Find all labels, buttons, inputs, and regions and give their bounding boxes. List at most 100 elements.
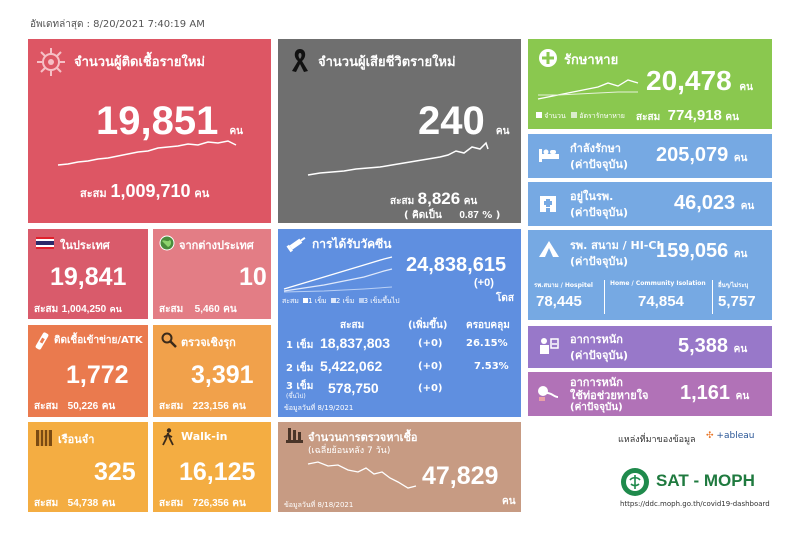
lab-test-icon [286, 428, 303, 443]
field-hospital-title: รพ. สนาม / HI-CI [570, 239, 661, 252]
vaccine-row-2-delta: (+0) [418, 361, 443, 372]
severe-card[interactable]: อาการหนัก (ค่าปัจจุบัน) 5,388 คน [528, 326, 772, 368]
vaccine-header-coverage: ครอบคลุม [466, 320, 510, 331]
data-source-label: แหล่งที่มาของข้อมูล [618, 435, 696, 445]
vaccine-row-3-note: (ขึ้นไป) [286, 393, 306, 400]
vaccine-row-3-total: 578,750 [328, 380, 379, 396]
field-hospital-value: 159,056 คน [656, 240, 748, 262]
vaccine-row-1-delta: (+0) [418, 338, 443, 349]
hospital-building-icon [540, 196, 556, 212]
domestic-title: ในประเทศ [60, 239, 110, 252]
severe-subtitle: (ค่าปัจจุบัน) [570, 349, 628, 362]
domestic-card[interactable]: ในประเทศ 19,841 สะสม 1,004,250 คน [28, 229, 148, 319]
severe-value: 5,388 คน [678, 335, 748, 357]
severe-unit: คน [733, 344, 748, 355]
prison-title: เรือนจำ [58, 433, 95, 446]
walkin-value: 16,125 [179, 458, 256, 486]
ventilator-unit: คน [735, 391, 750, 402]
field-col-1-value: 78,445 [536, 293, 582, 310]
magnifier-icon [161, 332, 177, 348]
hospital-subtitle: (ค่าปัจจุบัน) [570, 206, 628, 219]
deaths-sparkline [307, 141, 489, 176]
treating-subtitle: (ค่าปัจจุบัน) [570, 158, 628, 171]
foreign-title: จากต่างประเทศ [179, 239, 254, 252]
tableau-cross-icon: ✣ [706, 431, 714, 441]
deaths-title: จำนวนผู้เสียชีวิตรายใหม่ [318, 55, 456, 70]
recovered-card[interactable]: รักษาหาย 20,478 คน จำนวน อัตรารักษาหาย ส… [528, 39, 772, 129]
moph-seal-icon [621, 468, 649, 496]
recovered-unit: คน [739, 82, 753, 93]
field-divider-1 [604, 280, 605, 314]
walking-person-icon [162, 428, 174, 446]
domestic-value: 19,841 [50, 263, 127, 291]
treating-unit: คน [733, 153, 748, 164]
walkin-card[interactable]: Walk-in 16,125 สะสม 726,356 คน [153, 422, 271, 512]
virus-icon [37, 48, 65, 76]
vaccine-card[interactable]: การได้รับวัคซีน 24,838,615 (+0) โดส สะสม… [278, 229, 521, 417]
field-divider-2 [712, 280, 713, 314]
sat-moph-brand: SAT - MOPH [656, 471, 755, 490]
foreign-cumulative: สะสม 5,460 คน [159, 304, 237, 315]
vaccine-trend-chart [283, 256, 393, 293]
vaccine-delta: (+0) [474, 277, 494, 289]
ventilator-icon [538, 386, 559, 401]
hospital-bed-icon [539, 149, 559, 162]
atk-value: 1,772 [66, 361, 129, 389]
thai-flag-icon [36, 237, 54, 249]
field-col-2-label: Home / Community Isolation [610, 280, 706, 287]
hospital-value: 46,023 คน [674, 192, 755, 214]
ventilator-card[interactable]: อาการหนัก ใช้ท่อช่วยหายใจ (ค่าปัจจุบัน) … [528, 372, 772, 416]
deaths-value: 240 คน [418, 99, 510, 143]
vaccine-value: 24,838,615 [406, 254, 507, 276]
prison-value: 325 [94, 458, 136, 486]
field-col-2-value: 74,854 [638, 293, 684, 310]
vaccine-row-3-dose: 3 เข็ม [286, 381, 314, 392]
foreign-card[interactable]: จากต่างประเทศ 10 สะสม 5,460 คน [153, 229, 271, 319]
deaths-card[interactable]: จำนวนผู้เสียชีวิตรายใหม่ 240 คน สะสม 8,8… [278, 39, 521, 223]
atk-title: ติดเชื้อเข้าข่าย/ATK [54, 335, 143, 346]
field-hospital-card[interactable]: รพ. สนาม / HI-CI (ค่าปัจจุบัน) 159,056 ค… [528, 230, 772, 320]
tests-title: จำนวนการตรวจหาเชื้อ [308, 431, 418, 444]
new-cases-sparkline [57, 140, 237, 166]
vaccine-title: การได้รับวัคซีน [312, 237, 392, 251]
field-col-1-label: รพ.สนาม / Hospitel [534, 282, 593, 289]
plus-icon [539, 49, 557, 67]
tableau-logo: ✣ +ableau [706, 431, 755, 441]
ventilator-title: อาการหนัก [570, 376, 623, 389]
field-col-3-label: อื่นๆ/ไม่ระบุ [718, 282, 749, 289]
ventilator-value: 1,161 คน [680, 382, 750, 404]
vaccine-footnote: ข้อมูลวันที่ 8/19/2021 [284, 404, 354, 412]
atk-cumulative: สะสม 50,226 คน [34, 401, 116, 412]
recovered-title: รักษาหาย [564, 53, 619, 68]
atk-test-icon [35, 332, 49, 350]
proactive-value: 3,391 [191, 361, 254, 389]
tests-card[interactable]: จำนวนการตรวจหาเชื้อ (เฉลี่ยย้อนหลัง 7 วั… [278, 422, 521, 512]
walkin-title: Walk-in [181, 430, 228, 443]
proactive-card[interactable]: ตรวจเชิงรุก 3,391 สะสม 223,156 คน [153, 325, 271, 417]
new-cases-card[interactable]: จำนวนผู้ติดเชื้อรายใหม่ 19,851 คน สะสม 1… [28, 39, 271, 223]
new-cases-title: จำนวนผู้ติดเชื้อรายใหม่ [74, 55, 205, 70]
hospital-unit: คน [740, 201, 755, 212]
treating-title: กำลังรักษา [570, 142, 621, 155]
vaccine-header-delta: (เพิ่มขึ้น) [408, 320, 448, 331]
vaccine-unit: โดส [496, 293, 514, 304]
vaccine-row-2-coverage: 7.53% [474, 361, 509, 372]
ventilator-title-2: ใช้ท่อช่วยหายใจ [570, 389, 649, 402]
dashboard-url[interactable]: https://ddc.moph.go.th/covid19-dashboard [620, 500, 770, 508]
syringe-icon [286, 237, 306, 253]
walkin-cumulative: สะสม 726,356 คน [159, 498, 246, 509]
tests-unit: คน [502, 496, 516, 507]
prison-cumulative: สะสม 54,738 คน [34, 498, 116, 509]
recovered-value: 20,478 คน [646, 65, 753, 96]
prison-card[interactable]: เรือนจำ 325 สะสม 54,738 คน [28, 422, 148, 512]
deaths-cumulative: สะสม 8,826 คน [390, 189, 478, 208]
vaccine-legend: สะสม 1 เข็ม 2 เข็ม 3 เข็มขึ้นไป [282, 297, 400, 305]
prison-bars-icon [36, 430, 52, 446]
field-hospital-subtitle: (ค่าปัจจุบัน) [570, 255, 628, 268]
tent-icon [539, 241, 559, 257]
hospital-card[interactable]: อยู่ในรพ. (ค่าปัจจุบัน) 46,023 คน [528, 182, 772, 226]
severe-title: อาการหนัก [570, 333, 623, 346]
atk-card[interactable]: ติดเชื้อเข้าข่าย/ATK 1,772 สะสม 50,226 ค… [28, 325, 148, 417]
treating-card[interactable]: กำลังรักษา (ค่าปัจจุบัน) 205,079 คน [528, 134, 772, 178]
recovered-sparkline [537, 79, 639, 100]
